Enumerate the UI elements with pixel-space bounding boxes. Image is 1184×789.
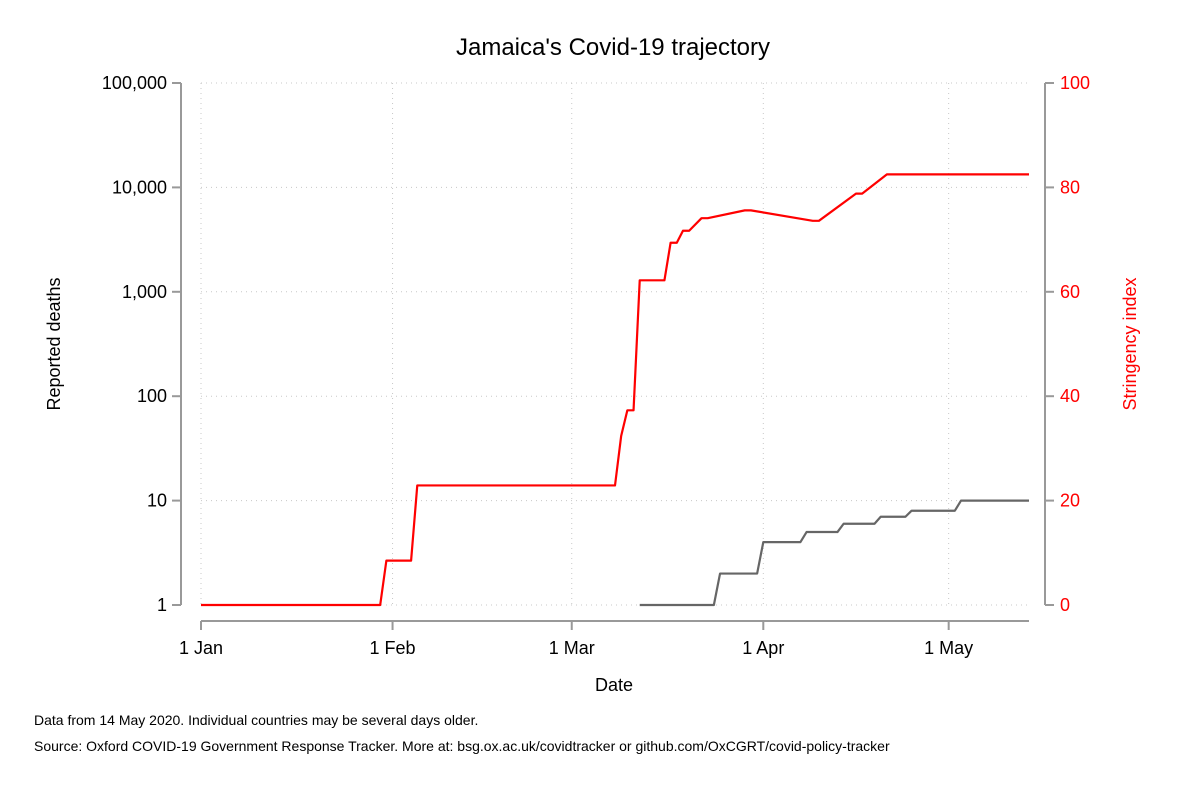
x-tick-label: 1 Apr [742,638,784,658]
x-tick-label: 1 Mar [549,638,595,658]
x-axis-label: Date [595,675,633,695]
right-tick-label: 60 [1060,282,1080,302]
left-axis-label: Reported deaths [44,277,64,410]
x-tick-label: 1 Jan [179,638,223,658]
source-note: Source: Oxford COVID-19 Government Respo… [34,738,890,754]
left-tick-label: 1 [157,595,167,615]
series-group [201,173,1029,607]
left-axis-ticks: 1 10 100 1,000 10,000 100,000 [102,73,181,615]
right-tick-label: 80 [1060,177,1080,197]
data-note: Data from 14 May 2020. Individual countr… [34,712,479,728]
right-axis-ticks: 0 20 40 60 80 100 [1045,73,1090,615]
x-axis-ticks: 1 Jan 1 Feb 1 Mar 1 Apr 1 May [179,621,973,658]
x-tick-label: 1 May [924,638,973,658]
right-tick-label: 0 [1060,595,1070,615]
x-tick-label: 1 Feb [370,638,416,658]
deaths-series-line [639,499,1029,607]
left-tick-label: 100,000 [102,73,167,93]
right-tick-label: 40 [1060,386,1080,406]
grid [200,82,1029,606]
chart-title: Jamaica's Covid-19 trajectory [456,34,770,61]
right-axis-label: Stringency index [1120,277,1140,410]
stringency-series-line [201,173,1029,607]
left-tick-label: 10 [147,491,167,511]
left-tick-label: 10,000 [112,177,167,197]
right-tick-label: 20 [1060,491,1080,511]
left-tick-label: 1,000 [122,282,167,302]
right-tick-label: 100 [1060,73,1090,93]
left-tick-label: 100 [137,386,167,406]
